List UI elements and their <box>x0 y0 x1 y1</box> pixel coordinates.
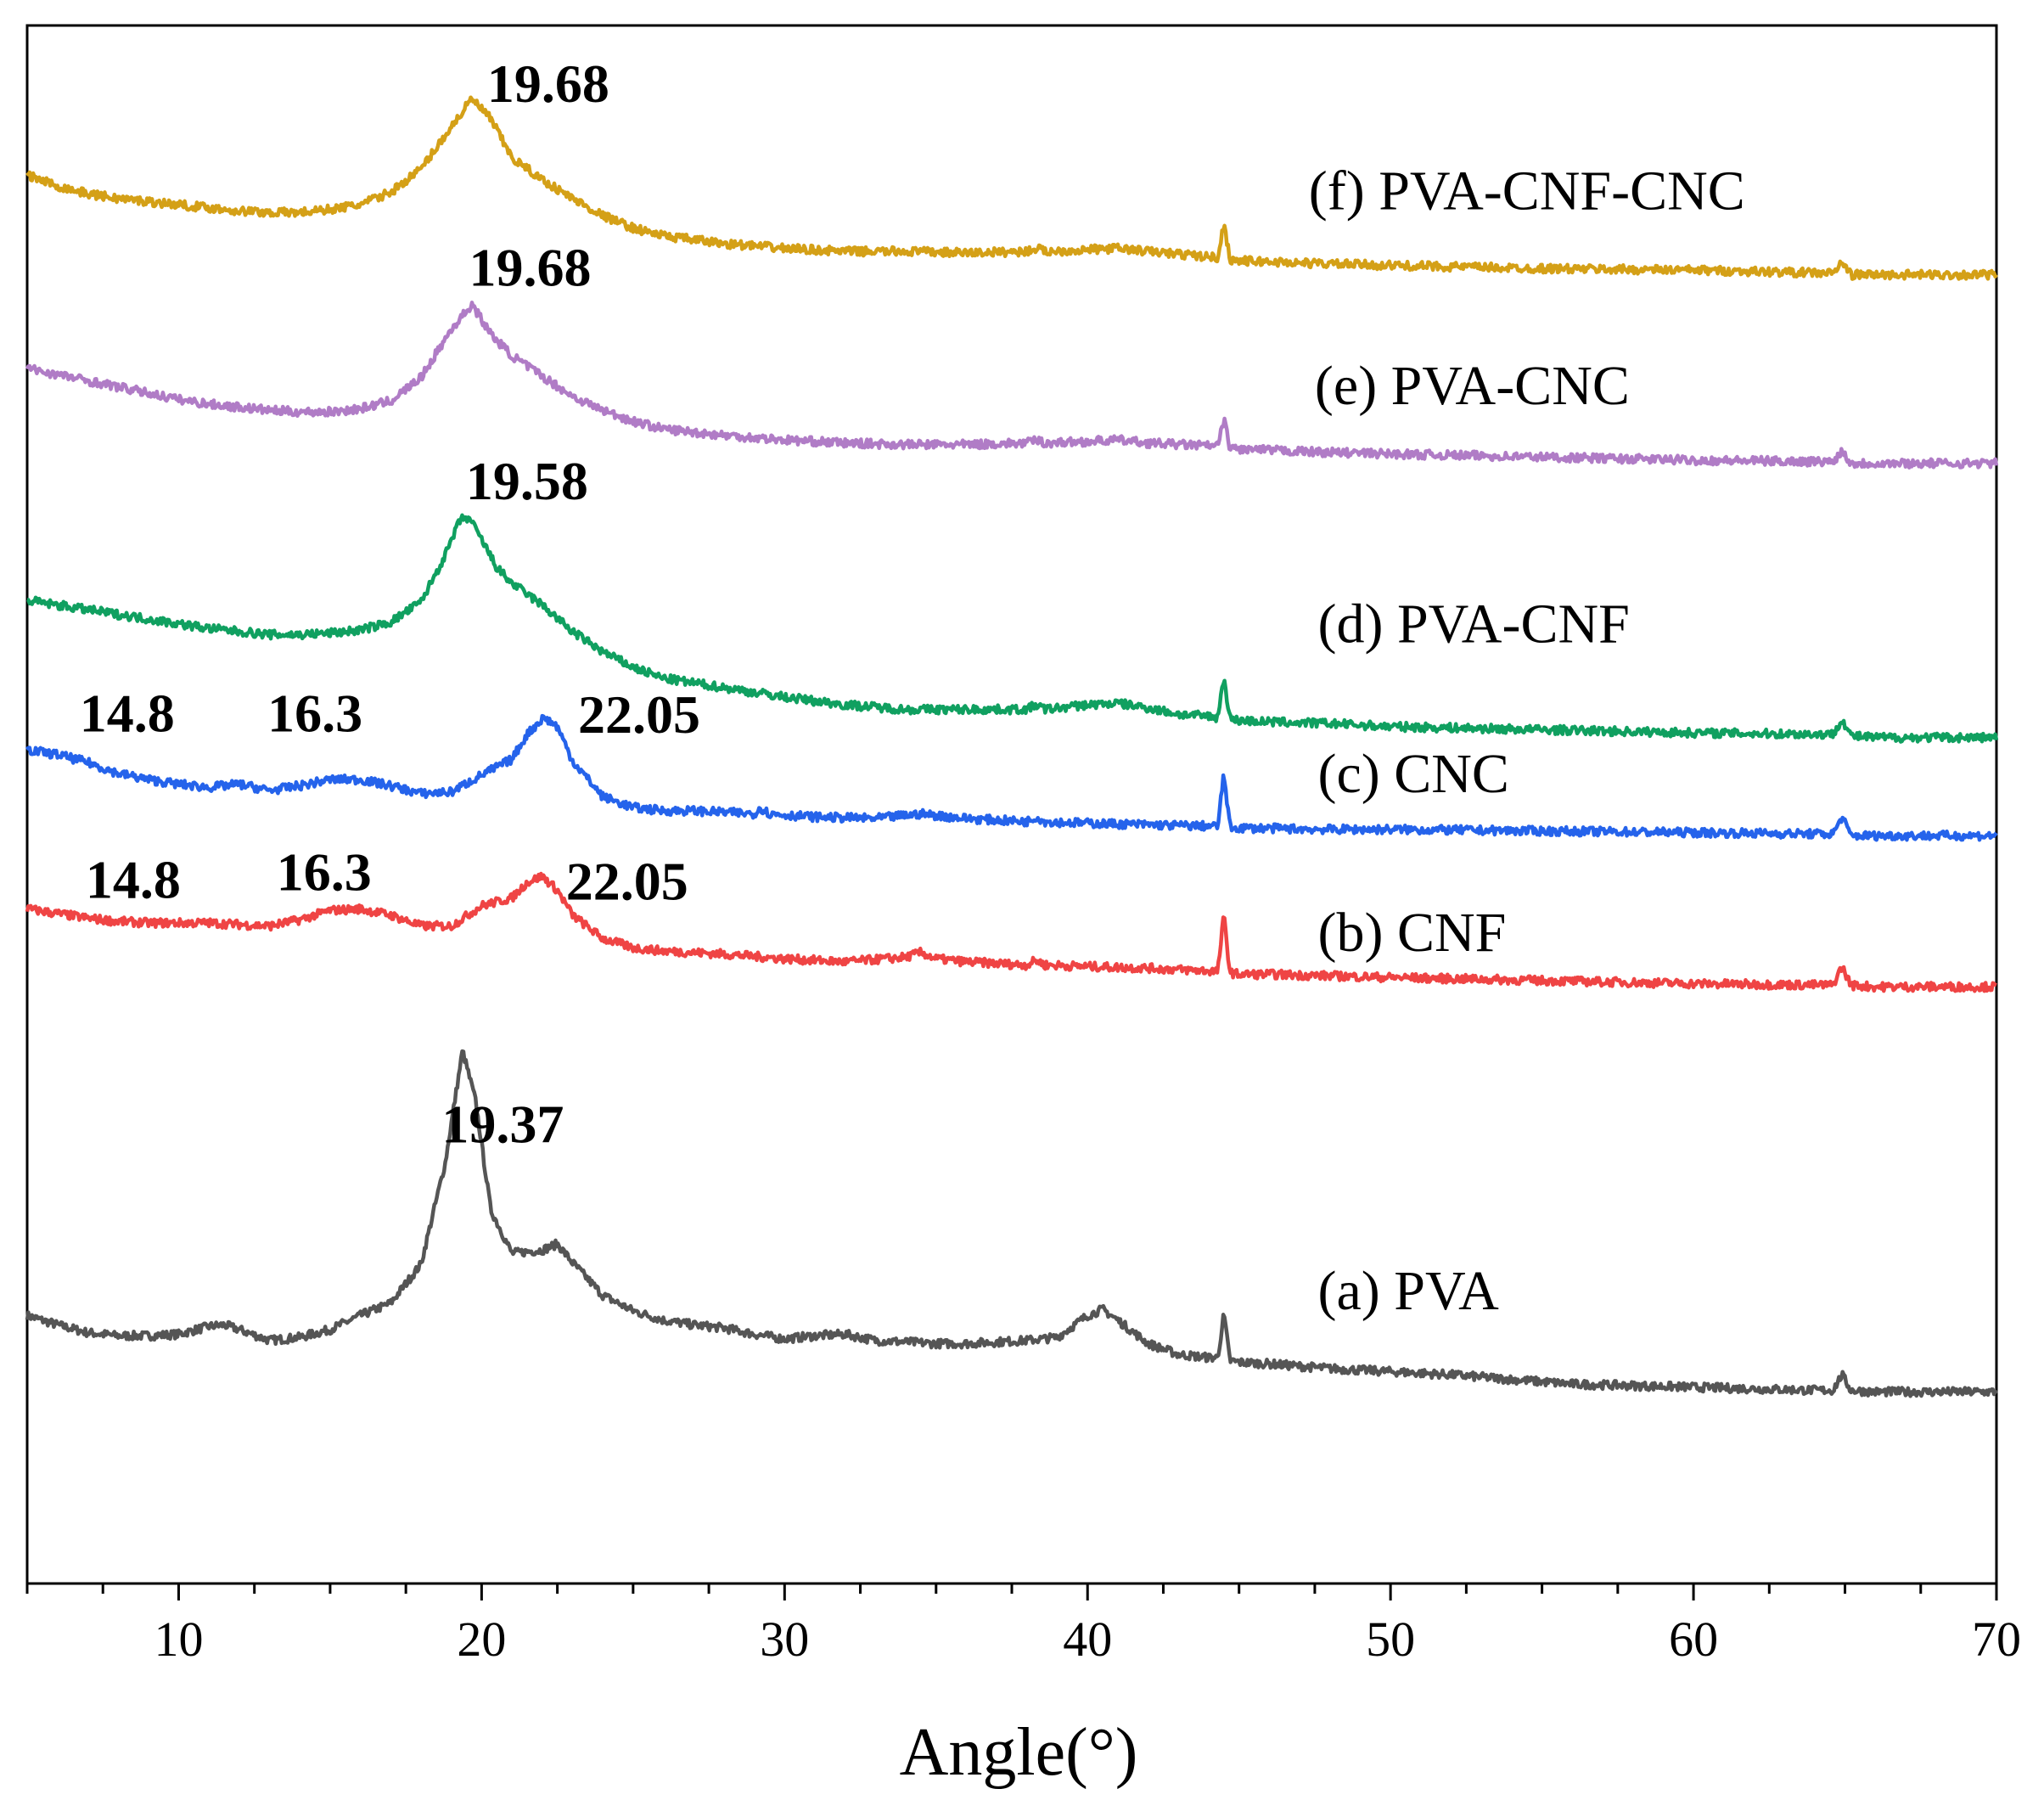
x-tick-label: 40 <box>1063 1612 1112 1667</box>
series-line-d <box>26 513 1999 744</box>
series-labels: (f) PVA-CNF-CNC (e) PVA-CNC (d) PVA-CNF (c)… <box>1309 160 1745 1323</box>
series-label-b: (b) CNF <box>1317 902 1506 964</box>
series-label-c: (c) CNC <box>1317 743 1508 805</box>
series-label-a: (a) PVA <box>1317 1260 1499 1322</box>
peak-label-b: 22.05 <box>566 851 688 911</box>
x-tick-label: 50 <box>1366 1612 1415 1667</box>
series-label-f: (f) PVA-CNF-CNC <box>1309 160 1745 222</box>
series-group <box>25 95 1999 1398</box>
x-axis-ticks: 10 20 30 40 50 60 70 <box>25 1584 2021 1667</box>
x-tick-label: 30 <box>760 1612 809 1667</box>
peak-label-a: 19.37 <box>441 1094 564 1155</box>
peak-label-c: 16.3 <box>267 683 362 743</box>
series-line-c <box>25 713 1998 842</box>
peak-label-e: 19.68 <box>469 237 591 297</box>
peak-label-c: 14.8 <box>80 683 175 743</box>
peak-label-f: 19.68 <box>487 53 609 114</box>
series-line-e <box>25 301 1999 470</box>
peak-label-b: 16.3 <box>277 841 372 902</box>
series-label-d: (d) PVA-CNF <box>1317 593 1629 655</box>
peak-label-d: 19.58 <box>466 451 588 511</box>
x-axis-title: Angle(°) <box>900 1715 1138 1790</box>
peak-label-c: 22.05 <box>578 684 700 745</box>
x-tick-label: 70 <box>1972 1612 2021 1667</box>
peak-label-b: 14.8 <box>86 850 181 910</box>
series-line-a <box>25 1049 1998 1398</box>
series-line-b <box>25 871 1997 993</box>
x-tick-label: 20 <box>457 1612 506 1667</box>
series-label-e: (e) PVA-CNC <box>1315 355 1630 417</box>
series-line-f <box>25 95 1998 281</box>
x-tick-label: 60 <box>1669 1612 1718 1667</box>
peak-annotations: 19.68 19.68 19.58 14.8 16.3 22.05 14.8 16.3 22.0… <box>80 53 700 1155</box>
x-tick-label: 10 <box>154 1612 203 1667</box>
